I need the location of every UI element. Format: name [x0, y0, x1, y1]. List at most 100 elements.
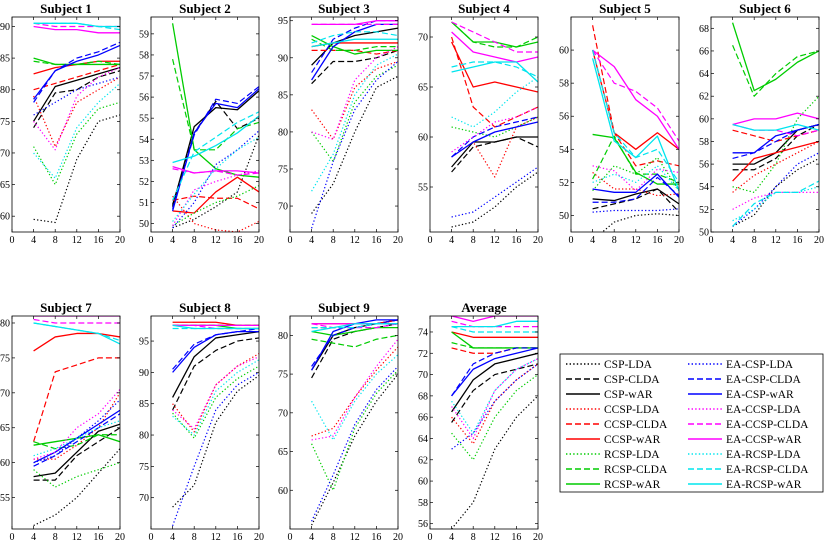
series-line-ea-csp-war: [33, 44, 120, 100]
x-tick-label: 8: [53, 532, 58, 542]
series-line-ea-ccsp-lda: [451, 358, 538, 440]
y-tick-label: 56: [418, 519, 428, 530]
series-line-ea-csp-lda: [311, 365, 398, 522]
x-tick-label: 16: [652, 235, 662, 246]
y-tick-label: 51: [139, 198, 149, 209]
series-line-ea-rcsp-war: [591, 58, 679, 191]
series-line-ea-ccsp-lda: [172, 170, 259, 226]
series-line-ccsp-clda: [592, 25, 679, 167]
series-line-csp-war: [172, 331, 259, 398]
series-line-ccsp-clda: [33, 63, 120, 91]
series-line-ea-rcsp-clda: [732, 180, 819, 227]
x-tick-label: 12: [771, 235, 781, 246]
y-tick-label: 54: [699, 182, 709, 193]
y-tick-label: 56: [559, 112, 569, 123]
series-line-ea-rcsp-lda: [33, 420, 120, 457]
x-tick-label: 0: [149, 532, 154, 542]
y-tick-label: 90: [139, 368, 149, 379]
y-tick-label: 80: [0, 318, 10, 329]
y-tick-label: 66: [699, 46, 709, 57]
y-tick-label: 80: [278, 331, 288, 342]
axes-frame: [429, 315, 539, 530]
series-line-ea-rcsp-lda: [451, 358, 538, 434]
series-group: [33, 316, 120, 527]
series-line-ea-csp-lda: [172, 371, 259, 527]
series-line-rcsp-lda: [33, 462, 120, 488]
x-tick-label: 20: [393, 235, 403, 246]
series-line-ea-ccsp-lda: [311, 46, 398, 140]
y-tick-label: 70: [278, 408, 288, 419]
panel-title: Subject 2: [179, 1, 231, 16]
axes-frame: [150, 315, 260, 530]
y-tick-label: 80: [139, 431, 149, 442]
y-tick-label: 80: [278, 127, 288, 138]
series-line-ea-rcsp-lda: [311, 53, 398, 192]
x-tick-label: 20: [674, 235, 684, 246]
x-tick-label: 0: [428, 532, 433, 542]
legend-item-csp-lda: CSP-LDA: [566, 359, 653, 371]
legend: CSP-LDA CSP-CLDA CSP-wAR CCSP-LDA CCSP-CLDA C…: [559, 353, 824, 493]
legend-item-ccsp-clda: CCSP-CLDA: [566, 419, 668, 431]
series-group: [451, 316, 538, 529]
y-tick-label: 70: [0, 388, 10, 399]
y-tick-label: 90: [278, 53, 288, 64]
series-line-ea-csp-lda: [451, 363, 538, 450]
panel-subject-2: 0 4 8 12 16 20 50 51 52 53 54 55 56 57 58 59 Subject 2: [139, 1, 264, 246]
legend-item-csp-war: CSP-wAR: [566, 389, 653, 401]
legend-item-ea-csp-war: EA-CSP-wAR: [688, 389, 794, 401]
legend-label: EA-CSP-CLDA: [726, 374, 801, 386]
x-tick-label: 0: [149, 235, 154, 246]
axes-frame: [11, 315, 121, 530]
legend-label: EA-CCSP-CLDA: [726, 419, 809, 431]
series-line-ea-csp-war: [592, 173, 679, 198]
legend-label: EA-CSP-wAR: [726, 389, 794, 401]
panel-subject-3: 0 4 8 12 16 20 70 75 80 85 90 95 Subject 3: [278, 1, 403, 246]
series-group: [591, 25, 679, 232]
legend-label: EA-RCSP-LDA: [726, 449, 801, 461]
series-group: [731, 22, 819, 227]
y-tick-label: 55: [0, 493, 10, 504]
series-line-ea-rcsp-lda: [592, 165, 679, 192]
series-line-ea-rcsp-clda: [311, 31, 398, 44]
legend-item-ea-ccsp-lda: EA-CCSP-LDA: [688, 404, 801, 416]
legend-item-ea-csp-lda: EA-CSP-LDA: [688, 359, 794, 371]
y-tick-label: 75: [139, 462, 149, 473]
series-line-rcsp-war: [33, 57, 120, 66]
x-tick-label: 20: [814, 235, 824, 246]
series-line-ccsp-war: [451, 41, 538, 93]
legend-item-rcsp-war: RCSP-wAR: [566, 479, 661, 491]
series-line-ea-rcsp-war: [311, 323, 398, 333]
series-line-ea-rcsp-war: [172, 324, 259, 330]
y-tick-label: 58: [418, 498, 428, 509]
series-line-ea-rcsp-war: [311, 38, 398, 48]
x-tick-label: 8: [331, 532, 336, 542]
series-group: [172, 321, 259, 527]
y-tick-label: 50: [559, 211, 569, 222]
panel-subject-1: 0 4 8 12 16 20 60 65 70 75 80 85 90 Subject 1: [0, 1, 125, 246]
series-line-rcsp-clda: [33, 60, 120, 66]
y-tick-label: 75: [0, 117, 10, 128]
x-tick-label: 20: [115, 532, 125, 542]
panel-title: Subject 5: [599, 1, 651, 16]
y-tick-label: 64: [699, 69, 709, 80]
series-line-ea-rcsp-lda: [732, 186, 819, 222]
series-line-ea-ccsp-war: [311, 20, 398, 26]
x-tick-label: 20: [254, 532, 264, 542]
series-line-csp-clda: [592, 188, 679, 213]
x-tick-label: 12: [211, 532, 221, 542]
x-tick-label: 0: [10, 235, 15, 246]
legend-label: EA-CCSP-LDA: [726, 404, 801, 416]
panel-subject-6: 0 4 8 12 16 20 50 52 54 56 58 60 62 64 66 68 Subject 6: [699, 1, 824, 246]
axes-frame: [289, 315, 399, 530]
series-line-ea-rcsp-lda: [311, 354, 398, 441]
series-group: [311, 319, 398, 526]
legend-label: RCSP-wAR: [604, 479, 661, 491]
y-tick-label: 80: [0, 85, 10, 96]
x-tick-label: 0: [288, 532, 293, 542]
series-line-csp-clda: [311, 49, 398, 85]
y-tick-label: 60: [418, 477, 428, 488]
series-line-ea-ccsp-lda: [33, 388, 120, 460]
y-tick-label: 52: [559, 178, 569, 189]
series-line-rcsp-clda: [311, 334, 398, 348]
x-tick-label: 0: [428, 235, 433, 246]
